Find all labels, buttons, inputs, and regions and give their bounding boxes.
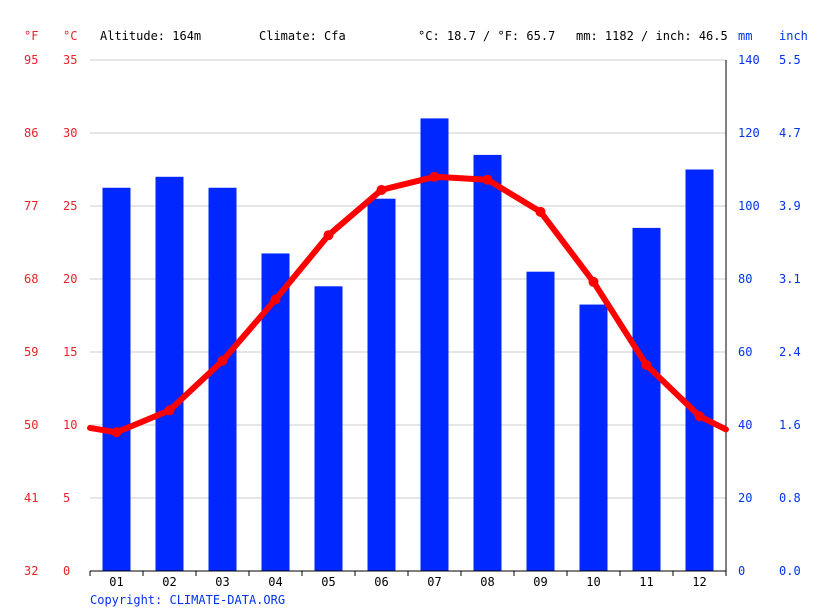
- tick-label-inch: 0.8: [779, 491, 801, 505]
- precip-bar: [367, 198, 396, 571]
- tick-label-inch: 5.5: [779, 53, 801, 67]
- unit-mm-label: mm: [738, 29, 752, 43]
- tick-label-inch: 4.7: [779, 126, 801, 140]
- temperature-point: [482, 174, 493, 185]
- precip-bar: [102, 187, 131, 571]
- tick-label-inch: 1.6: [779, 418, 801, 432]
- tick-label-fahrenheit: 77: [24, 199, 38, 213]
- tick-label-fahrenheit: 95: [24, 53, 38, 67]
- right-axis: 140 5.5 120 4.7 100 3.9 80 3.1 60 2.4 40 1.6 20 0.8 0 0…: [738, 53, 801, 578]
- tick-label-mm: 0: [738, 564, 745, 578]
- x-tick-label: 05: [321, 575, 335, 589]
- unit-inch-label: inch: [779, 29, 808, 43]
- tick-label-mm: 100: [738, 199, 760, 213]
- temperature-point: [429, 171, 440, 182]
- x-tick-label: 12: [692, 575, 706, 589]
- tick-label-mm: 140: [738, 53, 760, 67]
- precip-total-label: mm: 1182 / inch: 46.5: [576, 29, 728, 43]
- x-tick-label: 01: [109, 575, 123, 589]
- precip-bar: [155, 176, 184, 572]
- x-tick-label: 02: [162, 575, 176, 589]
- temperature-point: [376, 184, 387, 195]
- tick-label-fahrenheit: 50: [24, 418, 38, 432]
- x-axis-labels: 01 02 03 04 05 06 07 08 09 10 11 12: [109, 575, 706, 589]
- unit-celsius-label: °C: [63, 29, 77, 43]
- temperature-point: [323, 230, 334, 241]
- tick-label-celsius: 30: [63, 126, 77, 140]
- tick-label-inch: 0.0: [779, 564, 801, 578]
- tick-label-celsius: 35: [63, 53, 77, 67]
- tick-label-fahrenheit: 86: [24, 126, 38, 140]
- x-tick-label: 06: [374, 575, 388, 589]
- climate-label: Climate: Cfa: [259, 29, 346, 43]
- tick-label-celsius: 5: [63, 491, 70, 505]
- x-tick-label: 03: [215, 575, 229, 589]
- x-tick-label: 09: [533, 575, 547, 589]
- unit-fahrenheit-label: °F: [24, 29, 38, 43]
- precip-bar: [208, 187, 237, 571]
- temperature-point: [588, 276, 599, 287]
- temperature-point: [535, 206, 546, 217]
- x-tick-label: 08: [480, 575, 494, 589]
- x-tick-label: 07: [427, 575, 441, 589]
- tick-label-fahrenheit: 41: [24, 491, 38, 505]
- temperature-series-line: [87, 173, 729, 436]
- temperature-line: [87, 171, 729, 438]
- tick-label-mm: 40: [738, 418, 752, 432]
- tick-label-celsius: 15: [63, 345, 77, 359]
- axis-lines: [89, 60, 727, 576]
- altitude-label: Altitude: 164m: [100, 29, 201, 43]
- left-axis: 95 35 86 30 77 25 68 20 59 15 50 10 41 5 32 0: [24, 53, 77, 578]
- precipitation-bars: [102, 118, 714, 572]
- tick-label-fahrenheit: 59: [24, 345, 38, 359]
- x-tick-label: 11: [639, 575, 653, 589]
- tick-label-mm: 80: [738, 272, 752, 286]
- tick-label-inch: 2.4: [779, 345, 801, 359]
- gridlines: [90, 59, 726, 499]
- tick-label-celsius: 25: [63, 199, 77, 213]
- tick-label-celsius: 20: [63, 272, 77, 286]
- temperature-point: [111, 427, 122, 438]
- precip-bar: [473, 154, 502, 571]
- tick-label-celsius: 0: [63, 564, 70, 578]
- precip-bar: [632, 227, 661, 571]
- x-tick-label: 10: [586, 575, 600, 589]
- avg-temp-label: °C: 18.7 / °F: 65.7: [418, 29, 555, 43]
- tick-label-fahrenheit: 68: [24, 272, 38, 286]
- tick-label-fahrenheit: 32: [24, 564, 38, 578]
- tick-label-mm: 120: [738, 126, 760, 140]
- tick-label-mm: 20: [738, 491, 752, 505]
- temperature-point: [694, 411, 705, 422]
- precip-bar: [314, 286, 343, 571]
- tick-label-mm: 60: [738, 345, 752, 359]
- temperature-point: [270, 294, 281, 305]
- x-tick-label: 04: [268, 575, 282, 589]
- copyright-text: Copyright: CLIMATE-DATA.ORG: [90, 593, 285, 607]
- temperature-point: [641, 360, 652, 371]
- precip-bar: [526, 271, 555, 571]
- temperature-point: [217, 355, 228, 366]
- precip-bar: [685, 169, 714, 571]
- tick-label-inch: 3.1: [779, 272, 801, 286]
- temperature-point: [164, 405, 175, 416]
- tick-label-inch: 3.9: [779, 199, 801, 213]
- precip-bar: [579, 304, 608, 571]
- tick-label-celsius: 10: [63, 418, 77, 432]
- precip-bar: [420, 118, 449, 572]
